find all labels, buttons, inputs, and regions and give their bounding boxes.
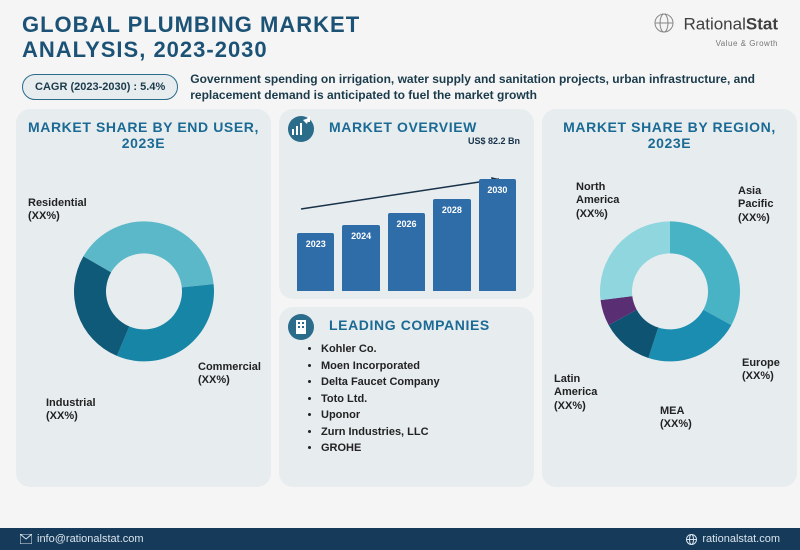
overview-bar: 2030 (479, 179, 516, 291)
brand-logo: RationalStat Value & Growth (653, 12, 778, 48)
main-grid: MARKET SHARE BY END USER, 2023E Resident… (0, 109, 800, 487)
panel-end-user: MARKET SHARE BY END USER, 2023E Resident… (16, 109, 271, 487)
summary-row: CAGR (2023-2030) : 5.4% Government spend… (0, 65, 800, 109)
title-line-1: GLOBAL PLUMBING MARKET (22, 12, 360, 37)
cagr-badge: CAGR (2023-2030) : 5.4% (22, 74, 178, 100)
company-item: Toto Ltd. (321, 391, 524, 408)
summary-text: Government spending on irrigation, water… (190, 71, 778, 103)
header: GLOBAL PLUMBING MARKET ANALYSIS, 2023-20… (0, 0, 800, 65)
segment-label: NorthAmerica(XX%) (576, 181, 619, 221)
building-icon (287, 313, 315, 346)
company-item: Kohler Co. (321, 341, 524, 358)
overview-bar-chart: US$ 82.2 Bn 20232024202620282030 (289, 141, 524, 291)
segment-label: MEA(XX%) (660, 405, 692, 431)
page-title: GLOBAL PLUMBING MARKET ANALYSIS, 2023-20… (22, 12, 360, 63)
donut-segment (670, 222, 740, 326)
segment-label: LatinAmerica(XX%) (554, 373, 597, 413)
donut-svg (590, 212, 750, 372)
footer-email: info@rationalstat.com (20, 533, 144, 545)
panel-title-leading: LEADING COMPANIES (289, 317, 524, 333)
donut-segment (600, 222, 670, 301)
panel-region: MARKET SHARE BY REGION, 2023E NorthAmeri… (542, 109, 797, 487)
logo-text: RationalStat (684, 15, 779, 34)
donut-segment (116, 284, 213, 361)
panel-overview: MARKET OVERVIEW US$ 82.2 Bn 202320242026… (279, 109, 534, 299)
footer-site: rationalstat.com (686, 533, 780, 545)
segment-label: Residential(XX%) (28, 197, 87, 223)
company-list: Kohler Co.Moen IncorporatedDelta Faucet … (289, 333, 524, 457)
logo-tagline: Value & Growth (653, 39, 778, 48)
panel-title-end-user: MARKET SHARE BY END USER, 2023E (26, 119, 261, 151)
segment-label: AsiaPacific(XX%) (738, 185, 773, 225)
footer: info@rationalstat.com rationalstat.com (0, 528, 800, 550)
panel-title-region: MARKET SHARE BY REGION, 2023E (552, 119, 787, 151)
overview-bar: 2028 (433, 199, 470, 291)
overview-bar: 2024 (342, 225, 379, 291)
company-item: Moen Incorporated (321, 358, 524, 375)
company-item: Delta Faucet Company (321, 374, 524, 391)
end-user-donut: Residential(XX%) Commercial(XX%) Industria… (26, 151, 261, 451)
company-item: Zurn Industries, LLC (321, 424, 524, 441)
region-donut: NorthAmerica(XX%) AsiaPacific(XX%) Europe(… (552, 151, 787, 451)
globe-icon (653, 12, 675, 39)
middle-column: MARKET OVERVIEW US$ 82.2 Bn 202320242026… (279, 109, 534, 487)
donut-segment (73, 257, 128, 357)
peak-value-label: US$ 82.2 Bn (468, 137, 520, 147)
panel-leading-companies: LEADING COMPANIES Kohler Co.Moen Incorpo… (279, 307, 534, 487)
company-item: GROHE (321, 440, 524, 457)
globe-small-icon (686, 534, 697, 545)
title-line-2: ANALYSIS, 2023-2030 (22, 37, 268, 62)
panel-title-overview: MARKET OVERVIEW (289, 119, 524, 135)
segment-label: Industrial(XX%) (46, 397, 96, 423)
segment-label: Commercial(XX%) (198, 361, 261, 387)
overview-bar: 2023 (297, 233, 334, 291)
mail-icon (20, 534, 32, 544)
segment-label: Europe(XX%) (742, 357, 780, 383)
donut-svg (64, 212, 224, 372)
company-item: Uponor (321, 407, 524, 424)
overview-bar: 2026 (388, 213, 425, 291)
